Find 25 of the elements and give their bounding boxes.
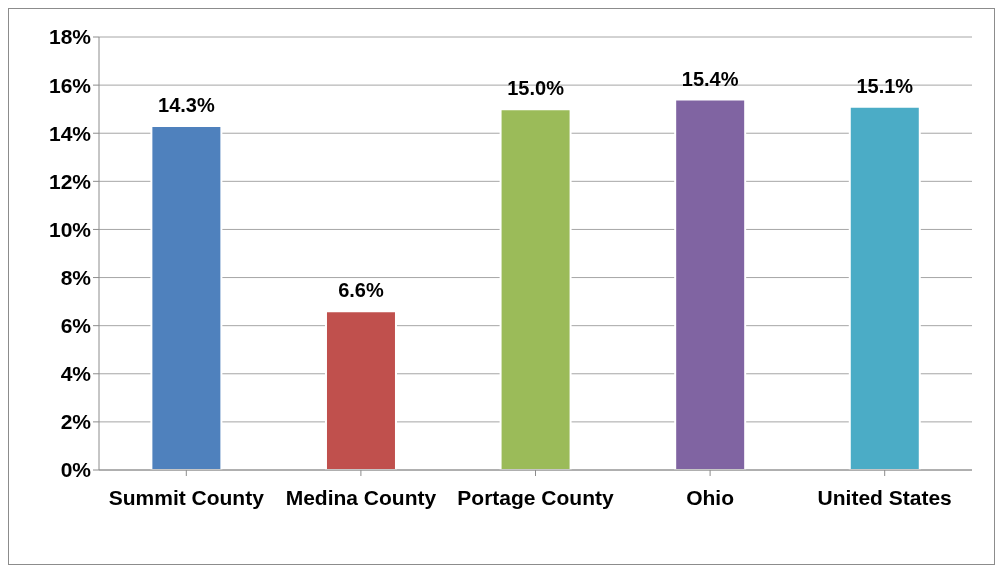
data-label: 15.0%: [507, 77, 565, 100]
y-tick-label: 0%: [60, 458, 92, 482]
x-tick-label: United States: [817, 485, 952, 509]
y-tick-label: 12%: [48, 169, 92, 193]
y-tick-label: 2%: [60, 410, 92, 434]
bar: [848, 105, 921, 470]
x-tick-label: Ohio: [686, 485, 735, 509]
data-label: 14.3%: [158, 94, 215, 117]
x-tick-label: Summit County: [108, 485, 265, 509]
data-label: 15.4%: [681, 67, 739, 90]
bar: [499, 108, 572, 470]
y-tick-label: 10%: [48, 217, 92, 241]
bar: [674, 98, 747, 470]
y-tick-label: 6%: [60, 314, 92, 338]
x-tick-label: Portage County: [457, 485, 614, 509]
y-tick-label: 8%: [60, 266, 92, 290]
bar: [324, 310, 397, 470]
y-tick-label: 14%: [48, 121, 92, 145]
x-tick-label: Medina County: [285, 485, 437, 509]
y-tick-label: 16%: [48, 73, 92, 97]
data-label: 15.1%: [856, 74, 914, 97]
data-label: 6.6%: [338, 279, 384, 302]
y-tick-label: 4%: [60, 362, 92, 386]
bar: [150, 125, 223, 470]
y-tick-label: 18%: [48, 25, 92, 49]
